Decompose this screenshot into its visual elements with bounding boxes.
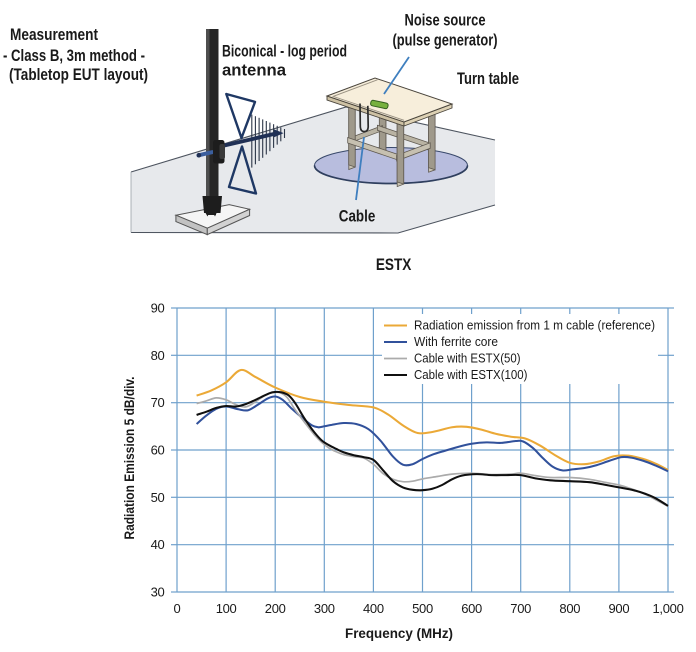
svg-text:Cable: Cable [339, 207, 376, 226]
svg-text:- Class B, 3m method -: - Class B, 3m method - [3, 46, 145, 65]
svg-text:Cable with ESTX(100): Cable with ESTX(100) [414, 368, 528, 382]
svg-text:1,000: 1,000 [652, 601, 683, 616]
svg-text:Noise source: Noise source [405, 11, 486, 30]
svg-text:60: 60 [151, 443, 165, 458]
svg-text:30: 30 [151, 585, 165, 600]
svg-text:400: 400 [363, 601, 384, 616]
svg-text:600: 600 [461, 601, 482, 616]
svg-text:800: 800 [559, 601, 580, 616]
svg-text:100: 100 [216, 601, 237, 616]
svg-text:700: 700 [510, 601, 531, 616]
svg-text:Cable with ESTX(50): Cable with ESTX(50) [414, 352, 521, 366]
svg-text:900: 900 [609, 601, 630, 616]
svg-text:0: 0 [174, 601, 181, 616]
svg-text:Radiation Emission 5 dB/div.: Radiation Emission 5 dB/div. [122, 377, 137, 540]
svg-text:500: 500 [412, 601, 433, 616]
svg-text:90: 90 [151, 301, 165, 316]
svg-text:Frequency (MHz): Frequency (MHz) [345, 626, 453, 641]
svg-text:80: 80 [151, 348, 165, 363]
svg-text:Biconical - log period: Biconical - log period [222, 42, 347, 61]
svg-text:50: 50 [151, 490, 165, 505]
svg-text:70: 70 [151, 395, 165, 410]
svg-text:Turn table: Turn table [457, 69, 519, 88]
svg-text:Measurement: Measurement [10, 25, 98, 44]
svg-text:200: 200 [265, 601, 286, 616]
svg-text:(pulse generator): (pulse generator) [393, 30, 498, 49]
svg-text:300: 300 [314, 601, 335, 616]
svg-text:ESTX: ESTX [376, 255, 412, 274]
svg-text:antenna: antenna [222, 61, 287, 80]
svg-text:Radiation emission from 1 m ca: Radiation emission from 1 m cable (refer… [414, 319, 655, 333]
svg-text:(Tabletop EUT layout): (Tabletop EUT layout) [9, 65, 148, 84]
svg-text:40: 40 [151, 537, 165, 552]
svg-text:With ferrite core: With ferrite core [414, 335, 498, 349]
